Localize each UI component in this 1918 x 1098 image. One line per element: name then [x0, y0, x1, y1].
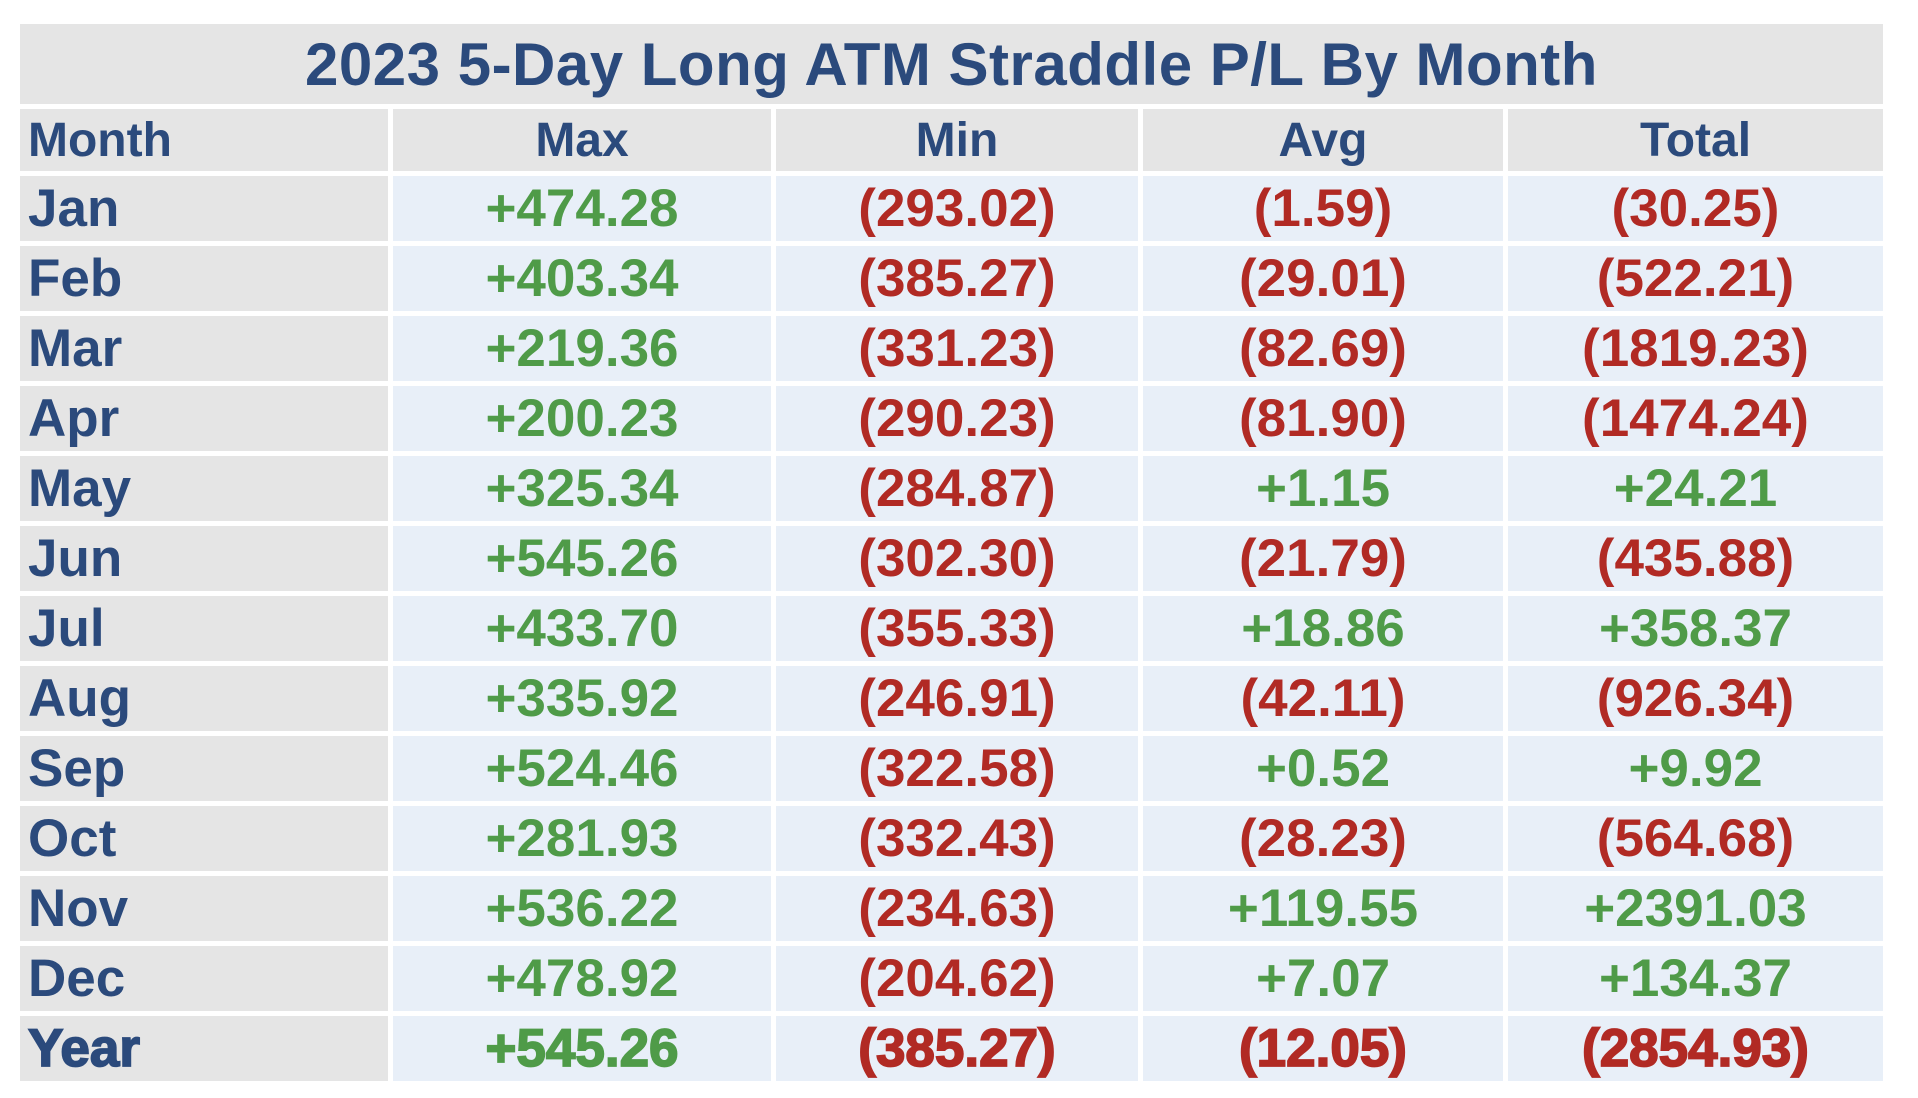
- table-row: Sep +524.46 (322.58) +0.52 +9.92: [20, 736, 1883, 801]
- table-row-year: Year +545.26 (385.27) (12.05) (2854.93): [20, 1016, 1883, 1081]
- value-cell-min: (302.30): [776, 526, 1138, 591]
- month-label-cell: Apr: [20, 386, 388, 451]
- month-label-cell: Aug: [20, 666, 388, 731]
- value-cell-min: (246.91): [776, 666, 1138, 731]
- month-label-cell: Year: [20, 1016, 388, 1081]
- month-label-cell: May: [20, 456, 388, 521]
- table-row: Feb +403.34 (385.27) (29.01) (522.21): [20, 246, 1883, 311]
- value-cell-avg: +7.07: [1143, 946, 1503, 1011]
- value-cell-max: +403.34: [393, 246, 771, 311]
- value-cell-total: (564.68): [1508, 806, 1883, 871]
- value-cell-min: (385.27): [776, 1016, 1138, 1081]
- value-cell-min: (293.02): [776, 176, 1138, 241]
- table-title: 2023 5-Day Long ATM Straddle P/L By Mont…: [20, 24, 1883, 104]
- value-cell-avg: (28.23): [1143, 806, 1503, 871]
- value-cell-total: (522.21): [1508, 246, 1883, 311]
- header-cell-min: Min: [776, 109, 1138, 171]
- value-cell-min: (234.63): [776, 876, 1138, 941]
- table-row: Jun +545.26 (302.30) (21.79) (435.88): [20, 526, 1883, 591]
- value-cell-min: (290.23): [776, 386, 1138, 451]
- table-row: Apr +200.23 (290.23) (81.90) (1474.24): [20, 386, 1883, 451]
- value-cell-max: +281.93: [393, 806, 771, 871]
- value-cell-avg: (82.69): [1143, 316, 1503, 381]
- value-cell-max: +474.28: [393, 176, 771, 241]
- value-cell-max: +545.26: [393, 526, 771, 591]
- value-cell-total: +2391.03: [1508, 876, 1883, 941]
- value-cell-min: (322.58): [776, 736, 1138, 801]
- month-label-cell: Nov: [20, 876, 388, 941]
- value-cell-max: +325.34: [393, 456, 771, 521]
- month-label-cell: Mar: [20, 316, 388, 381]
- value-cell-max: +200.23: [393, 386, 771, 451]
- value-cell-avg: +1.15: [1143, 456, 1503, 521]
- value-cell-total: (1474.24): [1508, 386, 1883, 451]
- month-label-cell: Sep: [20, 736, 388, 801]
- table-row: Nov +536.22 (234.63) +119.55 +2391.03: [20, 876, 1883, 941]
- table-row: Aug +335.92 (246.91) (42.11) (926.34): [20, 666, 1883, 731]
- table-row: Mar +219.36 (331.23) (82.69) (1819.23): [20, 316, 1883, 381]
- value-cell-min: (355.33): [776, 596, 1138, 661]
- value-cell-total: (435.88): [1508, 526, 1883, 591]
- value-cell-min: (204.62): [776, 946, 1138, 1011]
- header-cell-max: Max: [393, 109, 771, 171]
- value-cell-total: (30.25): [1508, 176, 1883, 241]
- month-label-cell: Jun: [20, 526, 388, 591]
- value-cell-max: +524.46: [393, 736, 771, 801]
- header-row: Month Max Min Avg Total: [20, 109, 1883, 171]
- table-row: May +325.34 (284.87) +1.15 +24.21: [20, 456, 1883, 521]
- value-cell-total: +134.37: [1508, 946, 1883, 1011]
- value-cell-avg: (42.11): [1143, 666, 1503, 731]
- month-label-cell: Dec: [20, 946, 388, 1011]
- value-cell-total: (1819.23): [1508, 316, 1883, 381]
- value-cell-total: +358.37: [1508, 596, 1883, 661]
- value-cell-min: (284.87): [776, 456, 1138, 521]
- value-cell-avg: +0.52: [1143, 736, 1503, 801]
- value-cell-total: +24.21: [1508, 456, 1883, 521]
- value-cell-max: +478.92: [393, 946, 771, 1011]
- value-cell-total: (2854.93): [1508, 1016, 1883, 1081]
- month-label-cell: Jul: [20, 596, 388, 661]
- value-cell-min: (331.23): [776, 316, 1138, 381]
- table-row: Oct +281.93 (332.43) (28.23) (564.68): [20, 806, 1883, 871]
- value-cell-avg: (12.05): [1143, 1016, 1503, 1081]
- value-cell-total: +9.92: [1508, 736, 1883, 801]
- value-cell-max: +433.70: [393, 596, 771, 661]
- value-cell-avg: +18.86: [1143, 596, 1503, 661]
- value-cell-avg: (29.01): [1143, 246, 1503, 311]
- table-row: Jan +474.28 (293.02) (1.59) (30.25): [20, 176, 1883, 241]
- value-cell-min: (385.27): [776, 246, 1138, 311]
- table-row: Jul +433.70 (355.33) +18.86 +358.37: [20, 596, 1883, 661]
- value-cell-total: (926.34): [1508, 666, 1883, 731]
- header-cell-avg: Avg: [1143, 109, 1503, 171]
- header-cell-total: Total: [1508, 109, 1883, 171]
- table-row: Dec +478.92 (204.62) +7.07 +134.37: [20, 946, 1883, 1011]
- month-label-cell: Jan: [20, 176, 388, 241]
- value-cell-avg: (21.79): [1143, 526, 1503, 591]
- header-cell-month: Month: [20, 109, 388, 171]
- value-cell-max: +536.22: [393, 876, 771, 941]
- value-cell-avg: (81.90): [1143, 386, 1503, 451]
- value-cell-max: +219.36: [393, 316, 771, 381]
- value-cell-avg: +119.55: [1143, 876, 1503, 941]
- month-label-cell: Feb: [20, 246, 388, 311]
- table-body: Jan +474.28 (293.02) (1.59) (30.25) Feb +403.3…: [20, 176, 1883, 1081]
- value-cell-min: (332.43): [776, 806, 1138, 871]
- value-cell-max: +335.92: [393, 666, 771, 731]
- value-cell-avg: (1.59): [1143, 176, 1503, 241]
- month-label-cell: Oct: [20, 806, 388, 871]
- straddle-pl-table: 2023 5-Day Long ATM Straddle P/L By Mont…: [20, 24, 1883, 1081]
- value-cell-max: +545.26: [393, 1016, 771, 1081]
